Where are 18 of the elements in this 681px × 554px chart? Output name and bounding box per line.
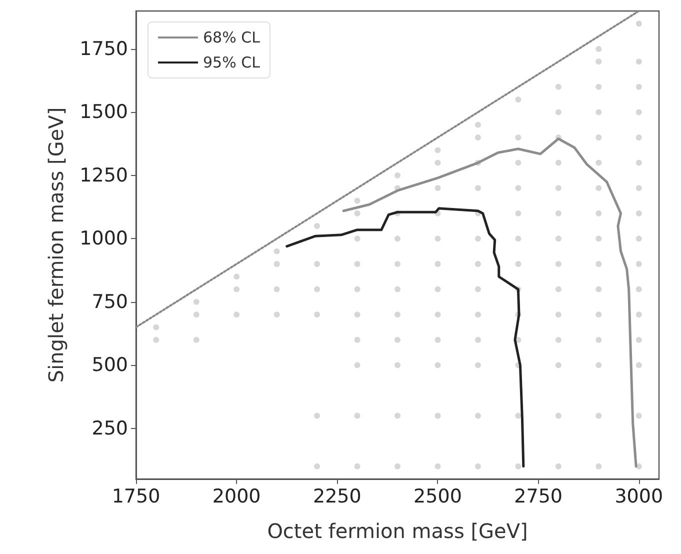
y-tick-label: 750 — [92, 290, 128, 313]
legend-label: 68% CL — [203, 28, 261, 46]
legend-label: 95% CL — [203, 54, 261, 72]
x-axis-title: Octet fermion mass [GeV] — [267, 519, 528, 543]
y-axis-title: Singlet fermion mass [GeV] — [44, 107, 68, 383]
x-tick-label: 3000 — [614, 486, 664, 508]
y-tick-label: 1500 — [80, 101, 128, 124]
x-tick-label: 1750 — [112, 486, 160, 508]
x-tick-label: 2250 — [312, 486, 362, 508]
x-tick-label: 2500 — [414, 486, 462, 508]
x-tick-label: 2000 — [212, 486, 261, 508]
y-tick-label: 500 — [92, 354, 128, 376]
x-tick-label: 2750 — [514, 486, 562, 508]
line-series — [286, 207, 525, 468]
y-tick-label: 1750 — [80, 38, 128, 60]
y-tick-label: 1250 — [80, 164, 128, 186]
y-tick-label: 1000 — [80, 228, 128, 250]
y-tick-label: 250 — [92, 417, 128, 440]
